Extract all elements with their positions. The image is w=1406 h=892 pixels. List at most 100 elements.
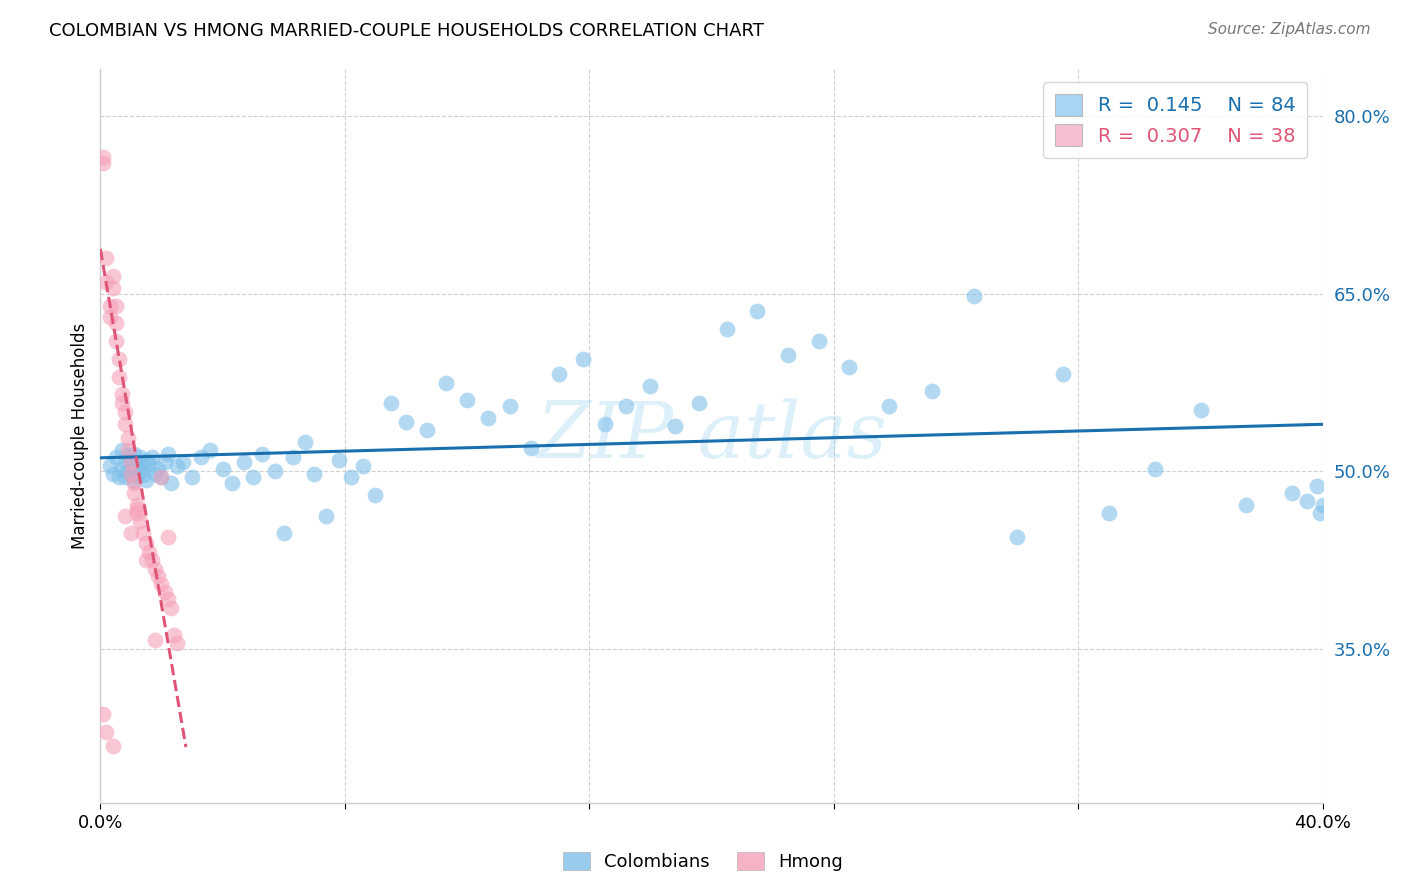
Point	[1189, 402, 1212, 417]
Point	[132, 468, 155, 483]
Point	[263, 465, 285, 479]
Point	[93, 150, 115, 164]
Point	[117, 431, 139, 445]
Point	[125, 502, 148, 516]
Point	[98, 458, 121, 473]
Text: Source: ZipAtlas.com: Source: ZipAtlas.com	[1208, 22, 1371, 37]
Point	[166, 636, 188, 650]
Point	[200, 443, 222, 458]
Point	[166, 458, 188, 473]
Point	[122, 485, 145, 500]
Point	[747, 304, 769, 318]
Point	[340, 470, 363, 484]
Point	[107, 470, 129, 484]
Point	[111, 387, 134, 401]
Text: COLOMBIAN VS HMONG MARRIED-COUPLE HOUSEHOLDS CORRELATION CHART: COLOMBIAN VS HMONG MARRIED-COUPLE HOUSEH…	[49, 22, 763, 40]
Point	[456, 393, 478, 408]
Point	[328, 452, 350, 467]
Point	[120, 452, 142, 467]
Point	[111, 395, 134, 409]
Point	[143, 467, 166, 481]
Point	[117, 465, 139, 479]
Point	[877, 399, 900, 413]
Legend: R =  0.145    N = 84, R =  0.307    N = 38: R = 0.145 N = 84, R = 0.307 N = 38	[1043, 82, 1308, 158]
Text: ZIP atlas: ZIP atlas	[536, 398, 887, 474]
Point	[111, 443, 134, 458]
Point	[104, 316, 127, 330]
Point	[163, 628, 186, 642]
Y-axis label: Married-couple Households: Married-couple Households	[72, 323, 89, 549]
Point	[93, 156, 115, 170]
Point	[1005, 530, 1028, 544]
Point	[120, 467, 142, 481]
Point	[520, 441, 543, 455]
Point	[1296, 494, 1319, 508]
Point	[141, 450, 163, 465]
Point	[395, 415, 418, 429]
Point	[93, 707, 115, 722]
Point	[1312, 498, 1334, 512]
Point	[776, 348, 799, 362]
Point	[233, 455, 256, 469]
Point	[96, 725, 118, 739]
Point	[125, 498, 148, 512]
Point	[156, 447, 179, 461]
Point	[98, 310, 121, 325]
Point	[125, 506, 148, 520]
Point	[135, 452, 157, 467]
Point	[101, 739, 124, 754]
Point	[1052, 368, 1074, 382]
Point	[141, 553, 163, 567]
Point	[148, 568, 170, 582]
Point	[572, 351, 595, 366]
Point	[138, 545, 160, 559]
Point	[153, 585, 176, 599]
Point	[135, 553, 157, 567]
Point	[380, 395, 402, 409]
Point	[120, 526, 142, 541]
Point	[125, 469, 148, 483]
Point	[614, 399, 637, 413]
Point	[716, 322, 738, 336]
Point	[477, 411, 499, 425]
Point	[96, 251, 118, 265]
Point	[211, 462, 233, 476]
Point	[111, 462, 134, 476]
Point	[242, 470, 264, 484]
Point	[294, 434, 316, 449]
Point	[122, 474, 145, 488]
Point	[190, 450, 212, 465]
Point	[1234, 498, 1257, 512]
Point	[114, 417, 136, 431]
Point	[150, 577, 173, 591]
Point	[156, 530, 179, 544]
Point	[963, 289, 986, 303]
Point	[122, 447, 145, 461]
Point	[252, 447, 274, 461]
Point	[107, 351, 129, 366]
Point	[221, 476, 243, 491]
Point	[117, 443, 139, 458]
Point	[838, 360, 860, 375]
Point	[120, 468, 142, 483]
Point	[135, 473, 157, 487]
Point	[364, 488, 387, 502]
Point	[96, 275, 118, 289]
Point	[114, 509, 136, 524]
Point	[593, 417, 616, 431]
Point	[159, 476, 181, 491]
Point	[352, 458, 374, 473]
Point	[688, 395, 710, 409]
Point	[143, 632, 166, 647]
Point	[156, 592, 179, 607]
Point	[138, 456, 160, 470]
Point	[104, 450, 127, 465]
Point	[547, 368, 569, 382]
Point	[122, 476, 145, 491]
Point	[1309, 506, 1331, 520]
Point	[807, 334, 830, 348]
Point	[129, 514, 152, 528]
Point	[181, 470, 204, 484]
Point	[120, 455, 142, 469]
Point	[132, 458, 155, 473]
